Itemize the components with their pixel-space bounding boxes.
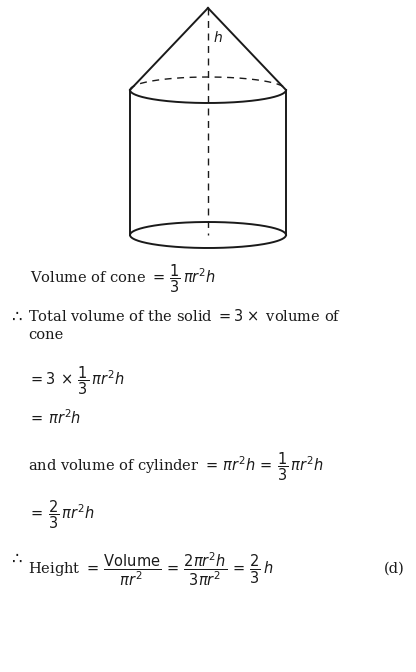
Text: $\therefore$: $\therefore$ xyxy=(8,550,23,567)
Text: $=\,\pi r^2 h$: $=\,\pi r^2 h$ xyxy=(28,408,81,427)
Text: $h$: $h$ xyxy=(213,30,223,46)
Text: cone: cone xyxy=(28,328,63,342)
Text: $=\,\dfrac{2}{3}\,\pi r^2 h$: $=\,\dfrac{2}{3}\,\pi r^2 h$ xyxy=(28,498,95,531)
Text: and volume of cylinder $=\,\pi r^2 h\,=\,\dfrac{1}{3}\,\pi r^2 h$: and volume of cylinder $=\,\pi r^2 h\,=\… xyxy=(28,450,324,482)
Text: $= 3\,\times\,\dfrac{1}{3}\,\pi r^2 h$: $= 3\,\times\,\dfrac{1}{3}\,\pi r^2 h$ xyxy=(28,364,124,396)
Text: $\therefore$: $\therefore$ xyxy=(8,308,23,325)
Text: Volume of cone $=\,\dfrac{1}{3}\,\pi r^2 h$: Volume of cone $=\,\dfrac{1}{3}\,\pi r^2… xyxy=(30,262,216,294)
Text: Height $=\,\dfrac{\mathrm{Volume}}{\pi r^2}\,=\,\dfrac{2\pi r^2 h}{3\pi r^2}\,=\: Height $=\,\dfrac{\mathrm{Volume}}{\pi r… xyxy=(28,550,273,588)
Text: (d): (d) xyxy=(384,562,405,576)
Text: Total volume of the solid $= 3 \times$ volume of: Total volume of the solid $= 3 \times$ v… xyxy=(28,308,341,324)
